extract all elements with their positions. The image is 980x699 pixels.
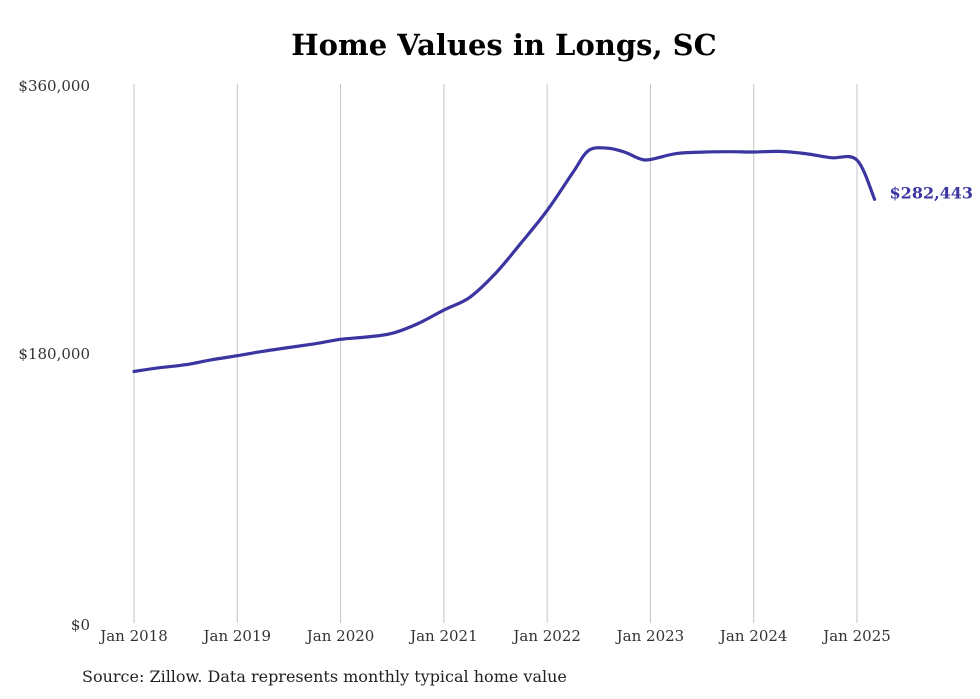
- x-axis: Jan 2018 Jan 2019 Jan 2020 Jan 2021 Jan 2022…: [98, 627, 891, 645]
- source-note: Source: Zillow. Data represents monthly …: [82, 667, 567, 686]
- x-tick-label: Jan 2018: [98, 627, 168, 645]
- grid-layer: [133, 84, 858, 623]
- y-axis: $0 $180,000 $360,000: [18, 77, 90, 634]
- series-line: [132, 146, 877, 374]
- y-tick-label: $360,000: [18, 77, 90, 95]
- x-tick-label: Jan 2021: [408, 627, 478, 645]
- series-layer: $282,443: [132, 146, 974, 374]
- x-tick-label: Jan 2023: [615, 627, 685, 645]
- x-tick-label: Jan 2025: [821, 627, 891, 645]
- series-end-label: $282,443: [890, 183, 974, 202]
- x-tick-label: Jan 2022: [511, 627, 581, 645]
- y-tick-label: $180,000: [18, 345, 90, 363]
- chart-title: Home Values in Longs, SC: [291, 28, 717, 62]
- x-tick-label: Jan 2019: [202, 627, 272, 645]
- x-tick-label: Jan 2020: [305, 627, 375, 645]
- x-tick-label: Jan 2024: [718, 627, 788, 645]
- y-tick-label: $0: [71, 616, 90, 634]
